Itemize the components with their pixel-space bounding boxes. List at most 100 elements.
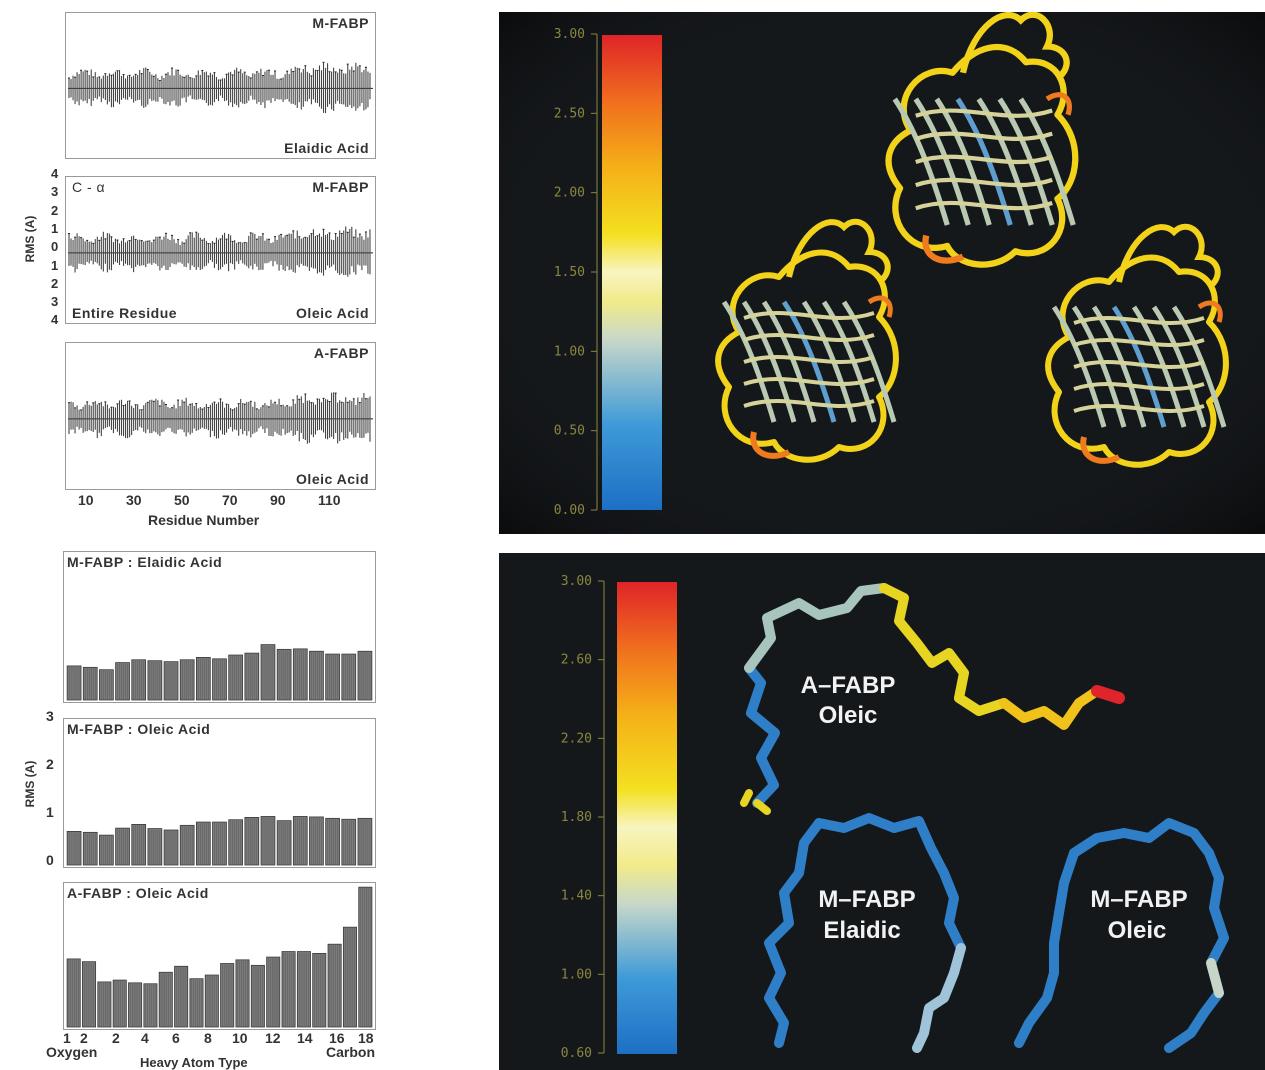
bar [357, 817, 373, 866]
bar [266, 956, 281, 1028]
colorbar-tick-label: 2.20 [561, 731, 592, 746]
rmsf-plot-3 [68, 392, 373, 444]
rmsf-x-tick-label: 70 [222, 492, 238, 508]
bar [342, 926, 357, 1028]
atom-x-tick-label: 12 [265, 1030, 281, 1046]
rmsf-panel-1: M-FABP Elaidic Acid [65, 12, 376, 159]
atom-y-tick-label: 2 [46, 756, 54, 772]
atom-x-tick-label: 16 [329, 1030, 345, 1046]
bar [281, 951, 296, 1028]
bar [163, 829, 179, 866]
ligand-bond [999, 686, 1102, 730]
rmsf-y-tick-label: 2 [51, 202, 59, 218]
atom-x-left-label: Oxygen [46, 1044, 98, 1060]
bar [66, 831, 82, 866]
colorbar-ticks: 3.00 2.50 2.00 1.50 1.00 0.50 0.00 [554, 27, 597, 518]
svg-text:A–FABP: A–FABP [801, 672, 896, 699]
bar [260, 644, 276, 701]
rmsf-x-axis-label: Residue Number [148, 512, 260, 528]
bar [195, 657, 211, 701]
rmsf-y-tick-label: 0 [51, 239, 59, 255]
bar [128, 982, 143, 1028]
rmsf-y-tick-label: 1 [51, 220, 59, 236]
ligand-label-mfabp-elaidic: M–FABP Elaidic [818, 886, 915, 944]
bar [147, 828, 163, 866]
rmsf-panel-3-protein: A-FABP [311, 345, 371, 361]
rmsf-y-tick-label: 4 [51, 312, 59, 328]
atom-y-tick-label: 1 [46, 804, 54, 820]
bar [158, 971, 173, 1028]
rmsf-panel-1-protein: M-FABP [310, 15, 371, 31]
ligand-label-mfabp-oleic: M–FABP Oleic [1090, 886, 1187, 944]
atom-chart-1 [66, 644, 373, 701]
bar [82, 666, 98, 701]
atom-panel-3: A-FABP : Oleic Acid [63, 882, 376, 1030]
colorbar-tick-label: 2.50 [554, 106, 585, 121]
rmsf-panel-1-ligand: Elaidic Acid [282, 140, 371, 156]
bar [189, 978, 204, 1028]
rmsf-plot-2 [68, 226, 373, 277]
svg-text:M–FABP: M–FABP [1090, 886, 1187, 913]
bar [147, 660, 163, 701]
protein-ribbons [715, 12, 1229, 468]
bar [131, 824, 147, 866]
rmsf-panel-2-mode: Entire Residue [70, 305, 180, 321]
bar [260, 816, 276, 866]
rmsf-panel-3: A-FABP Oleic Acid [65, 342, 376, 490]
atom-x-tick-label: 8 [204, 1030, 212, 1046]
bar [357, 650, 373, 701]
protein-ribbon [715, 218, 899, 463]
bar [244, 652, 260, 701]
bar [327, 943, 342, 1028]
ligand-bond [744, 663, 780, 808]
atom-panel-1-title: M-FABP : Elaidic Acid [67, 554, 223, 570]
atom-panel-2-title: M-FABP : Oleic Acid [67, 721, 211, 737]
colorbar-tick-label: 0.00 [554, 503, 585, 518]
bar [99, 669, 114, 701]
structure-panel: 3.00 2.50 2.00 1.50 1.00 0.50 0.00 [499, 12, 1265, 534]
bar [99, 834, 114, 866]
bar [235, 959, 250, 1028]
rmsf-y-tick-label: 2 [51, 275, 59, 291]
svg-text:Oleic: Oleic [819, 702, 878, 729]
rmsf-x-tick-label: 50 [174, 492, 190, 508]
atom-chart-3 [66, 886, 373, 1028]
colorbar-tick-label: 3.00 [561, 574, 592, 589]
atom-x-tick-label: 4 [141, 1030, 149, 1046]
bar [309, 650, 324, 701]
bar [296, 951, 311, 1028]
rmsf-y-tick-label: 4 [51, 166, 59, 181]
ligand-bond [744, 583, 889, 673]
bar [143, 983, 158, 1028]
bar [358, 886, 373, 1028]
ligand-bond [740, 789, 771, 815]
rmsf-x-tick-label: 90 [270, 492, 286, 508]
atom-y-axis-label: RMS (A) [23, 760, 37, 808]
bar [341, 653, 357, 701]
bar [325, 653, 340, 701]
rmsf-x-tick-label: 10 [78, 492, 94, 508]
atom-x-axis-label: Heavy Atom Type [140, 1055, 248, 1070]
ligand-panel: 3.00 2.60 2.20 1.80 1.40 1.00 0.60 A–FABP Olei… [499, 553, 1265, 1070]
bar [212, 658, 227, 701]
colorbar-tick-label: 0.50 [554, 424, 585, 439]
bar [174, 965, 189, 1028]
bar [276, 648, 292, 701]
bar [325, 817, 340, 866]
rmsf-y-tick-label: 3 [51, 184, 59, 200]
bar [220, 963, 235, 1028]
bar [292, 816, 308, 866]
atom-y-tick-label: 3 [46, 708, 54, 724]
atom-x-tick-label: 14 [297, 1030, 313, 1046]
rmsf-y-axis-label: RMS (A) [23, 215, 37, 263]
bar [228, 819, 244, 866]
ligand-bond [764, 813, 966, 1048]
bar [112, 979, 127, 1028]
rmsf-panel-2: C - α M-FABP Entire Residue Oleic Acid [65, 176, 376, 324]
ligand-bond [1206, 958, 1224, 998]
rmsf-panel-2-protein: M-FABP [310, 179, 371, 195]
colorbar [617, 582, 677, 1054]
colorbar-tick-label: 1.40 [561, 889, 592, 904]
ligand-bond [912, 943, 966, 1053]
colorbar-tick-label: 3.00 [554, 27, 585, 42]
